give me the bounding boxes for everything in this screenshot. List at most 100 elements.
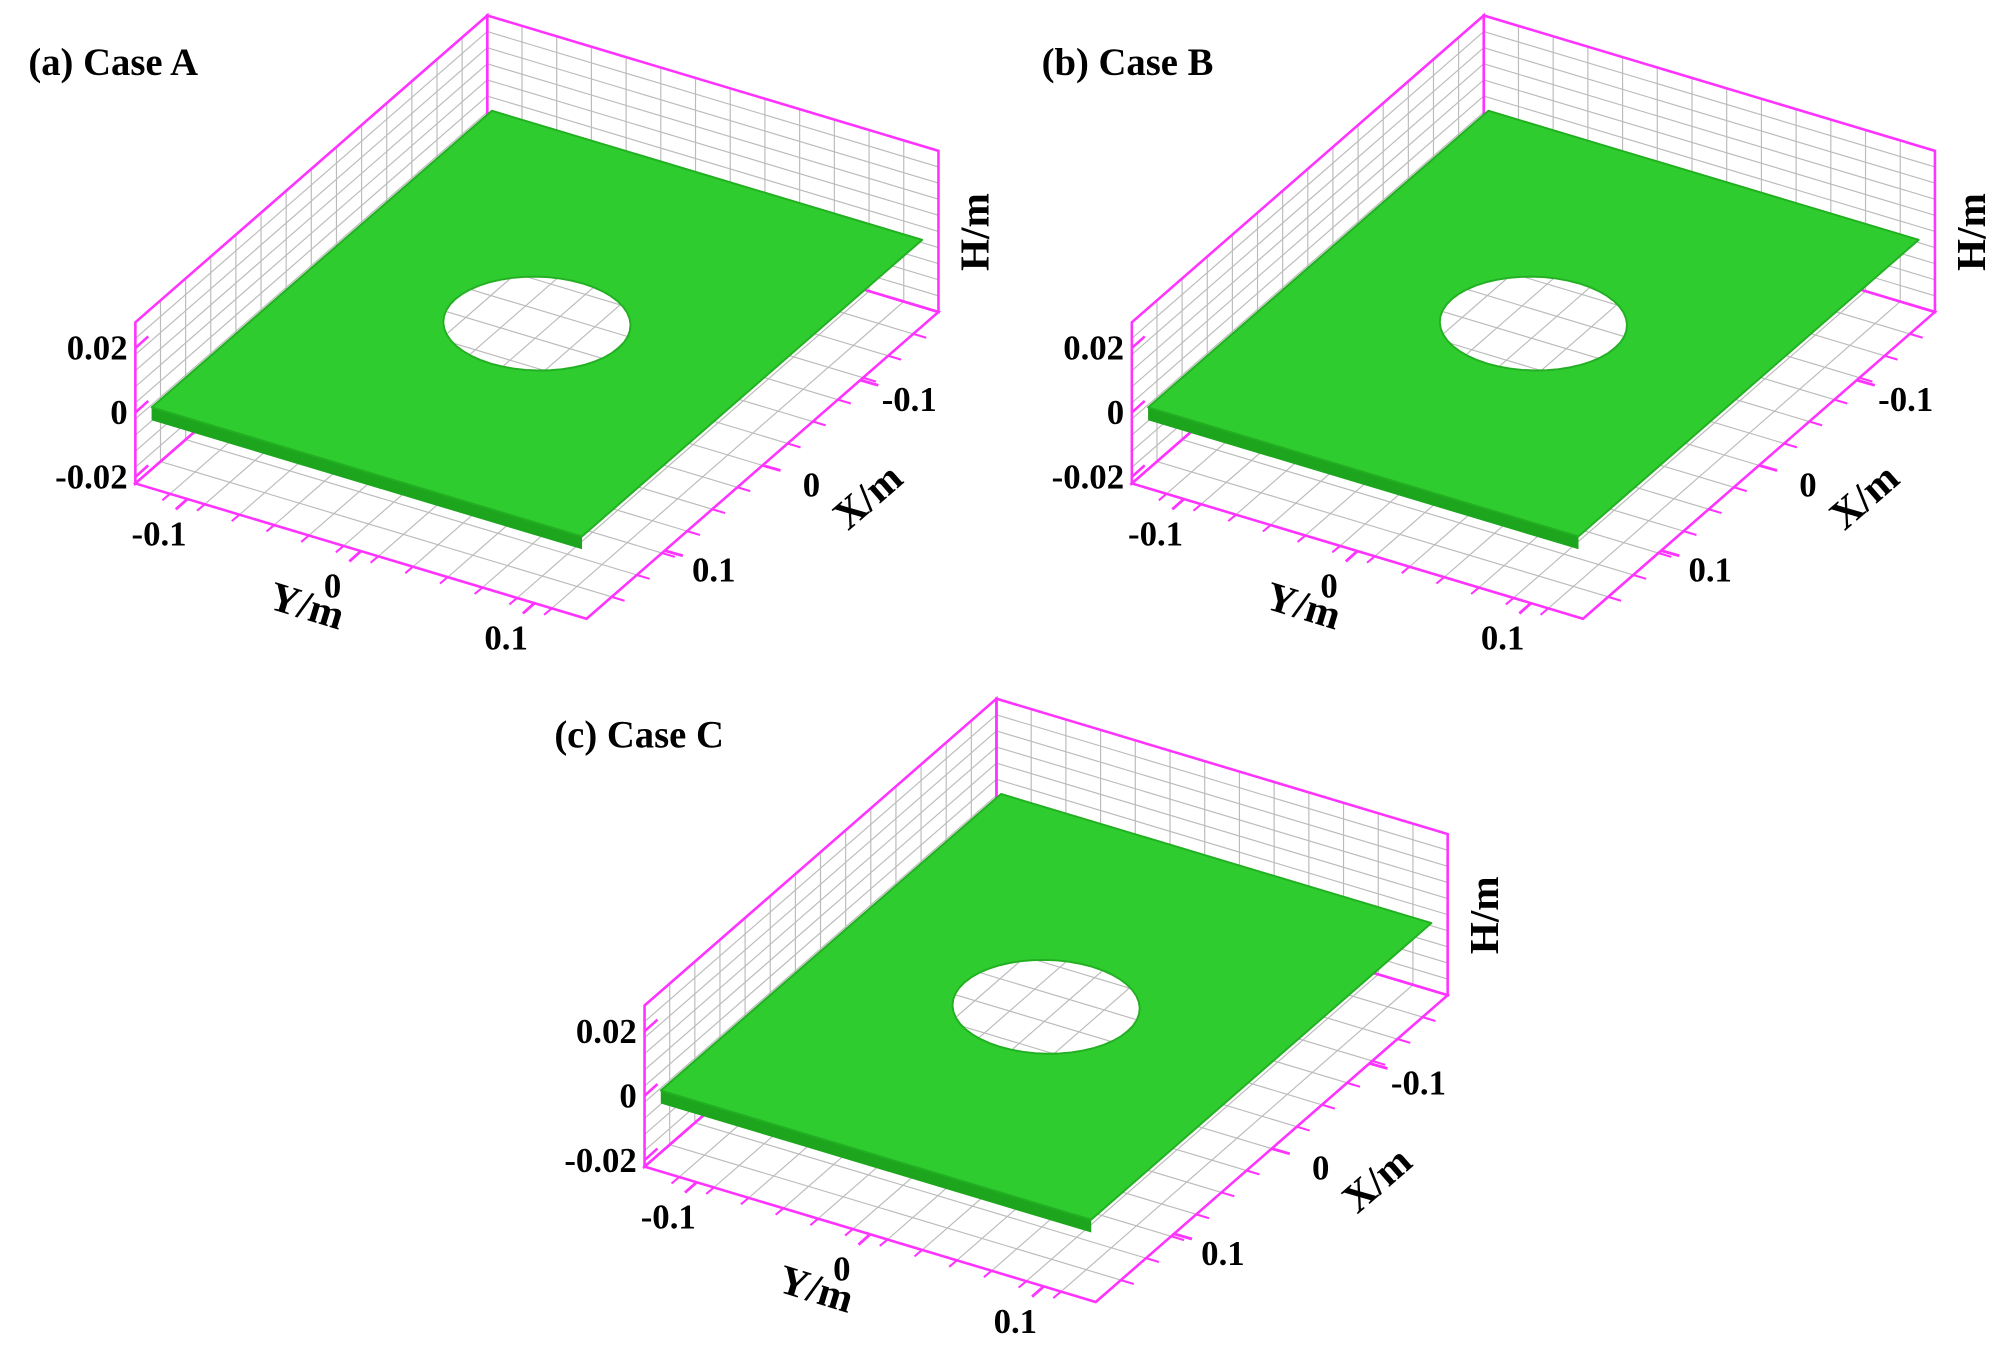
minor-tick	[1658, 552, 1672, 558]
z-axis-title: H/m	[1461, 876, 1507, 954]
minor-tick	[837, 398, 852, 405]
wall-grid	[644, 714, 997, 1023]
x-tick-label: 0.1	[1201, 1234, 1245, 1273]
wall-grid	[1181, 439, 1634, 576]
minor-tick	[686, 530, 701, 536]
minor-tick	[404, 565, 414, 574]
wall-grid	[644, 730, 997, 1039]
minor-tick	[1017, 1280, 1027, 1289]
y-tick-mark	[1518, 602, 1532, 615]
minor-tick	[1808, 420, 1823, 427]
wall-grid	[669, 1144, 1122, 1281]
x-tick-label: -0.1	[1391, 1063, 1446, 1102]
wall-grid	[1547, 301, 1901, 609]
minor-tick	[812, 420, 826, 427]
minor-tick	[1170, 1235, 1185, 1242]
y-tick-mark	[348, 550, 362, 563]
minor-tick	[1859, 376, 1873, 383]
surface	[659, 792, 1433, 1221]
y-tick-mark	[174, 497, 189, 511]
minor-tick	[913, 332, 927, 339]
minor-tick	[809, 1217, 819, 1226]
minor-tick	[774, 1207, 785, 1216]
minor-tick	[439, 576, 449, 585]
minor-tick	[611, 595, 625, 602]
z-tick-label: 0.02	[1063, 329, 1124, 368]
wall-grid	[1131, 79, 1485, 388]
x-axis-title: X/m	[824, 454, 911, 538]
wall-grid	[487, 79, 939, 216]
wall-grid	[160, 460, 612, 598]
wall-grid	[134, 111, 488, 420]
z-tick-mark	[134, 464, 150, 478]
wall-grid	[487, 95, 939, 232]
minor-tick	[1346, 1081, 1361, 1088]
minor-tick	[1052, 1290, 1062, 1299]
x-tick-label: -0.1	[1878, 380, 1933, 419]
wall-grid	[996, 746, 1448, 883]
y-tick-label: 0	[324, 567, 341, 606]
minor-tick	[879, 1238, 889, 1247]
z-tick-label: -0.02	[564, 1141, 636, 1180]
x-tick-label: 0	[803, 465, 820, 504]
z-tick-label: -0.02	[55, 458, 127, 497]
z-tick-mark	[1130, 399, 1146, 414]
y-tick-label: -0.1	[641, 1198, 696, 1237]
minor-tick	[1909, 332, 1923, 339]
z-tick-label: 0	[1107, 393, 1124, 432]
wall-grid	[134, 47, 488, 355]
minor-tick	[508, 597, 518, 606]
x-axis-title: X/m	[1333, 1137, 1420, 1221]
minor-tick	[1227, 513, 1237, 522]
minor-tick	[740, 1197, 750, 1206]
panel-title: (a) Case A	[28, 42, 198, 84]
minor-tick	[1470, 586, 1480, 595]
wall-grid	[487, 31, 939, 168]
wall-grid	[996, 778, 1448, 916]
z-axis-title: H/m	[1948, 193, 1994, 271]
wall-grid	[134, 31, 488, 339]
x-tick-mark	[762, 464, 781, 472]
minor-tick	[1371, 1059, 1386, 1066]
wall-grid	[1131, 63, 1485, 372]
wall-grid	[1483, 47, 1936, 184]
z-tick-label: 0	[619, 1076, 636, 1115]
z-tick-label: -0.02	[1052, 458, 1124, 497]
minor-tick	[1158, 493, 1168, 502]
y-tick-mark	[1171, 497, 1185, 511]
z-tick-label: 0	[110, 393, 127, 432]
wall-grid	[1131, 47, 1485, 355]
z-tick-label: 0.02	[67, 329, 128, 368]
x-tick-mark	[1173, 1232, 1193, 1241]
z-tick-label: 0.02	[576, 1012, 637, 1051]
minor-tick	[1422, 1016, 1436, 1022]
z-tick-mark	[1130, 335, 1146, 350]
minor-tick	[1145, 1257, 1160, 1264]
wall-grid	[1483, 31, 1936, 168]
minor-tick	[1733, 486, 1748, 493]
z-tick-mark	[1130, 464, 1146, 478]
surface	[150, 109, 924, 538]
wall-grid	[134, 63, 488, 372]
surface	[1147, 109, 1920, 538]
panel-title: (c) Case C	[554, 715, 724, 757]
minor-tick	[1834, 398, 1848, 405]
y-tick-label: 0.1	[1481, 619, 1525, 658]
x-tick-mark	[1758, 464, 1778, 472]
minor-tick	[1366, 555, 1376, 564]
y-tick-label: 0.1	[484, 619, 528, 658]
minor-tick	[1708, 508, 1722, 515]
y-tick-label: -0.1	[132, 514, 187, 553]
wall-grid	[487, 47, 939, 184]
y-tick-mark	[1031, 1285, 1045, 1298]
minor-tick	[1195, 1213, 1210, 1220]
minor-tick	[196, 503, 206, 512]
minor-tick	[636, 573, 651, 580]
minor-tick	[787, 442, 801, 449]
wall-grid	[1483, 63, 1936, 200]
wall-grid	[644, 778, 997, 1087]
wall-grid	[644, 746, 997, 1055]
